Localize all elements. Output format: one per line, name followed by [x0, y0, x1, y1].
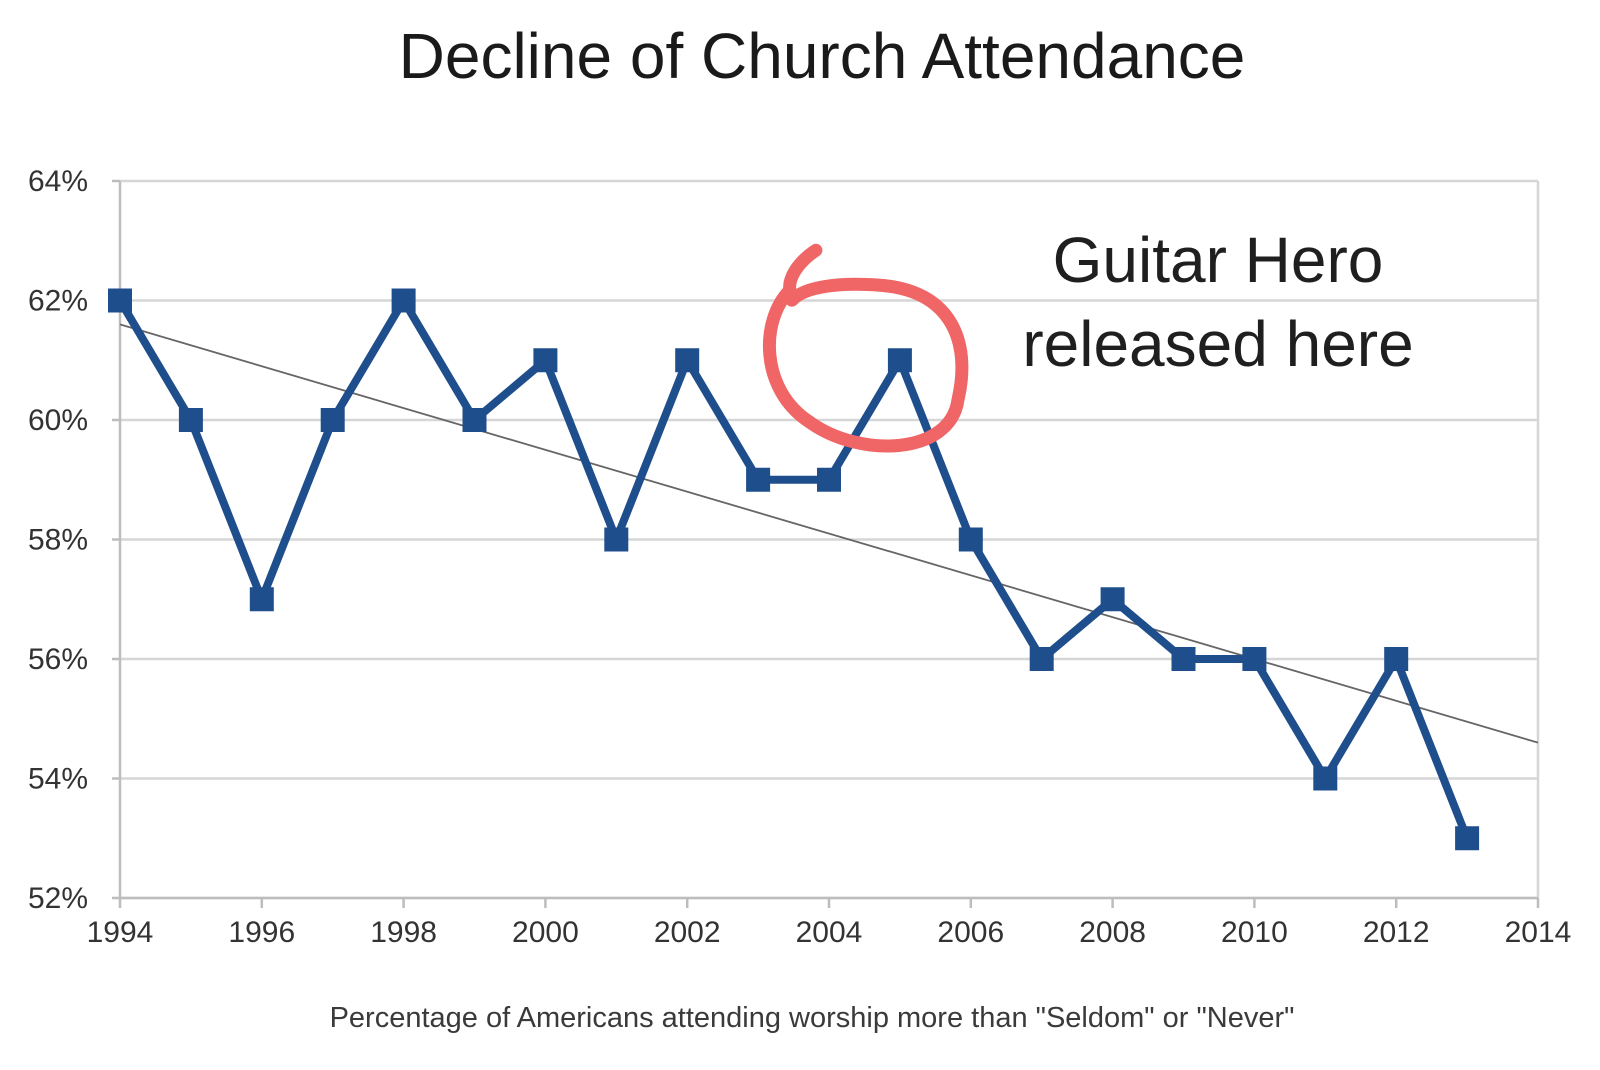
- data-point-2000: [533, 348, 558, 373]
- y-tick-label: 52%: [28, 882, 88, 915]
- data-point-1997: [320, 408, 345, 432]
- data-point-2005: [887, 348, 912, 373]
- axes: [112, 179, 1540, 908]
- annotation-line-2: released here: [1022, 308, 1413, 380]
- annotation-circle: [762, 243, 969, 453]
- x-tick-label: 2004: [796, 916, 863, 949]
- y-tick-label: 58%: [28, 524, 88, 557]
- data-point-2002: [675, 348, 700, 373]
- data-point-2011: [1313, 766, 1338, 791]
- x-tick-label: 2014: [1505, 916, 1572, 949]
- data-point-2007: [1029, 647, 1054, 671]
- x-tick-label: 2008: [1079, 916, 1146, 949]
- y-tick-label: 60%: [28, 404, 88, 437]
- x-tick-label: 2006: [937, 916, 1004, 949]
- y-tick-label: 56%: [28, 643, 88, 676]
- x-tick-label: 2010: [1221, 916, 1288, 949]
- trendline-line: [119, 323, 1539, 744]
- x-axis-label: Percentage of Americans attending worshi…: [330, 1002, 1295, 1034]
- x-tick-label: 1998: [370, 916, 437, 949]
- data-point-2004: [817, 467, 841, 492]
- chart-title: Decline of Church Attendance: [399, 20, 1246, 92]
- x-tick-labels: 1994 1996 1998 2000 2002 2004 2006 2008 2010 2012…: [87, 916, 1572, 949]
- x-tick-label: 1994: [87, 916, 154, 949]
- data-point-2010: [1242, 647, 1267, 671]
- data-point-2006: [958, 527, 983, 552]
- y-tick-label: 62%: [28, 285, 88, 318]
- x-tick-label: 2002: [654, 916, 721, 949]
- data-point-2012: [1384, 647, 1409, 671]
- series-line: [116, 292, 1471, 840]
- trendline: [119, 323, 1539, 744]
- data-point-1996: [249, 587, 274, 612]
- grid-lines: [120, 179, 1538, 900]
- annotation: Guitar Hero released here: [762, 224, 1414, 453]
- annotation-line-1: Guitar Hero: [1053, 224, 1384, 296]
- series-attendance: [108, 288, 1480, 851]
- data-point-2008: [1100, 587, 1125, 612]
- x-tick-label: 2000: [512, 916, 579, 949]
- x-tick-label: 2012: [1363, 916, 1430, 949]
- data-point-2009: [1171, 647, 1196, 671]
- y-tick-label: 64%: [28, 165, 88, 198]
- data-point-1999: [462, 408, 487, 432]
- data-point-2001: [604, 527, 629, 552]
- y-tick-label: 54%: [28, 763, 88, 796]
- data-point-1995: [178, 408, 203, 432]
- y-tick-labels: 52% 54% 56% 58% 60% 62% 64%: [28, 165, 88, 915]
- data-point-1998: [391, 288, 416, 313]
- data-point-2003: [746, 467, 771, 492]
- data-point-1994: [108, 288, 132, 313]
- data-point-2013: [1455, 826, 1480, 851]
- x-tick-label: 1996: [228, 916, 295, 949]
